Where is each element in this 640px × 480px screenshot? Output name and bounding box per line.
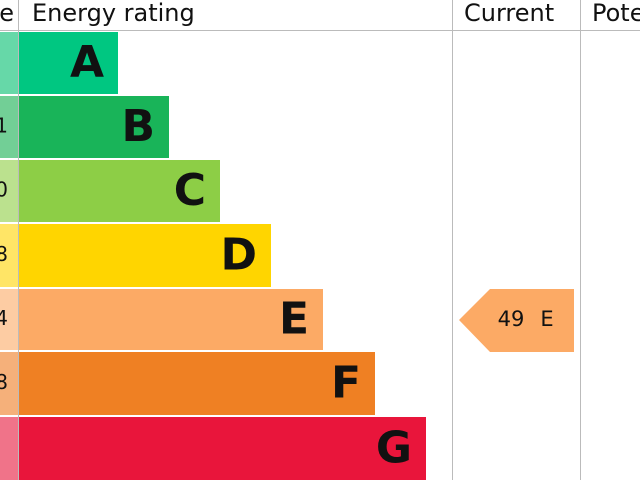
rating-letter: A xyxy=(70,37,104,88)
score-cell xyxy=(0,289,18,350)
rating-letter: D xyxy=(220,230,257,281)
score-label: 0 xyxy=(0,178,8,202)
score-label: 8 xyxy=(0,242,8,266)
score-header: e xyxy=(0,0,14,27)
rating-bar xyxy=(19,417,426,480)
rating-letter: B xyxy=(121,101,155,152)
current-arrow xyxy=(459,289,574,352)
score-cell xyxy=(0,224,18,287)
score-cell xyxy=(0,160,18,222)
potential-header: Pote xyxy=(592,0,640,27)
rating-bar xyxy=(19,160,220,222)
score-label: 1 xyxy=(0,114,8,138)
rating-letter: F xyxy=(331,358,361,409)
score-label: 8 xyxy=(0,370,8,394)
current-band: E xyxy=(540,307,553,331)
score-cell xyxy=(0,32,18,94)
rating-header: Energy rating xyxy=(32,0,195,27)
rating-bar xyxy=(19,96,169,158)
rating-letter: G xyxy=(376,423,412,474)
rating-bar xyxy=(19,224,271,287)
rating-bar xyxy=(19,352,375,415)
rating-bar xyxy=(19,32,118,94)
score-cell xyxy=(0,352,18,415)
current-value: 49 xyxy=(498,307,525,331)
score-cell xyxy=(0,96,18,158)
current-header: Current xyxy=(464,0,554,27)
rating-bar xyxy=(19,289,323,350)
score-cell xyxy=(0,417,18,480)
score-label: 4 xyxy=(0,306,8,330)
rating-letter: E xyxy=(279,294,309,345)
rating-letter: C xyxy=(174,165,206,216)
